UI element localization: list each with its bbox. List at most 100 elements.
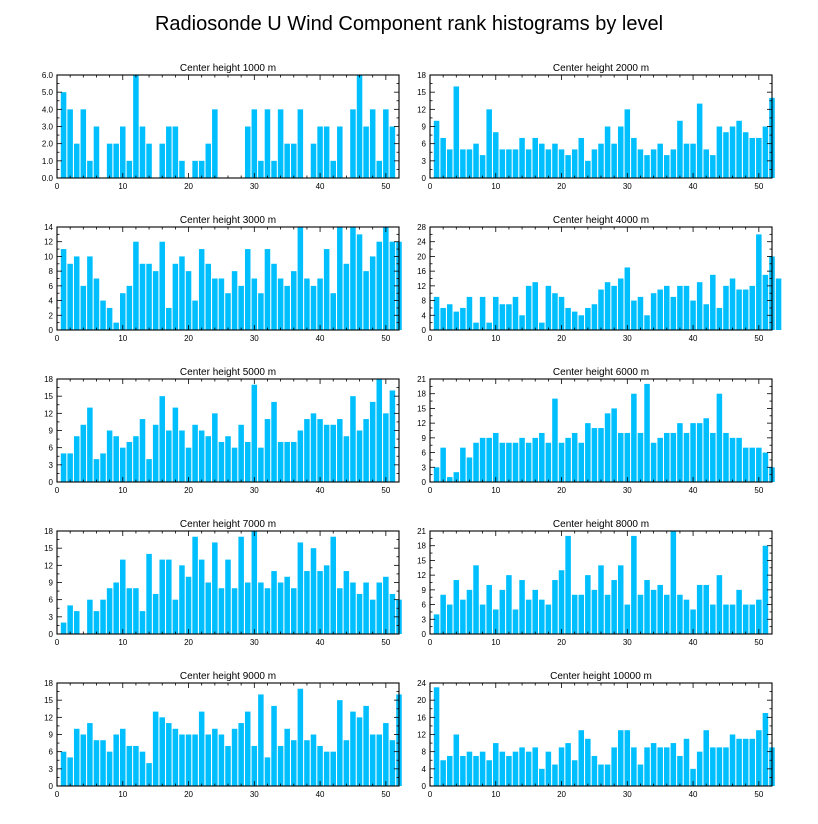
y-tick-label: 12 <box>417 105 426 114</box>
bar <box>277 278 284 330</box>
bar <box>350 396 356 482</box>
panel-1: Center height 1000 m 0 10 20 30 40 50 0.0 1.0 2.0… <box>42 63 400 191</box>
bar <box>545 751 552 786</box>
bar <box>558 570 565 634</box>
bar <box>532 437 538 482</box>
bar <box>113 143 119 178</box>
bar <box>756 137 762 178</box>
x-tick-label: 40 <box>689 182 698 191</box>
bar <box>532 747 538 787</box>
bar <box>664 432 670 482</box>
bar <box>304 571 310 634</box>
bar <box>271 160 277 178</box>
y-tick-label: 5.0 <box>42 88 54 97</box>
bar <box>473 322 479 330</box>
bar <box>506 755 512 786</box>
bar <box>264 249 271 330</box>
bar <box>756 234 762 330</box>
bar <box>192 536 198 634</box>
y-tick-label: 12 <box>417 731 426 740</box>
bar <box>120 293 126 330</box>
bar <box>723 285 729 330</box>
bar <box>657 289 663 330</box>
panel-8: Center height 8000 m 0 10 20 30 40 50 0 3 6 9 12 15 1… <box>417 519 773 647</box>
bar <box>571 594 578 634</box>
bar <box>67 453 73 482</box>
y-tick-label: 4.0 <box>42 105 54 114</box>
bar <box>198 711 205 786</box>
bar <box>657 437 663 482</box>
bar <box>323 751 330 786</box>
bar <box>277 109 284 178</box>
bar <box>185 576 192 634</box>
bar <box>100 740 106 786</box>
bar <box>729 604 736 634</box>
bar <box>729 278 736 330</box>
x-tick-label: 20 <box>184 486 193 495</box>
y-tick-label: 12 <box>44 238 53 247</box>
x-tick-label: 40 <box>689 790 698 799</box>
bar <box>499 589 506 634</box>
x-tick-label: 30 <box>623 790 632 799</box>
bar <box>493 609 499 634</box>
bar <box>225 559 231 634</box>
panel-3: Center height 3000 m 0 10 20 30 40 50 0 2 4 6 8 10 12… <box>44 215 402 343</box>
x-tick-label: 20 <box>184 790 193 799</box>
bar <box>466 149 473 178</box>
bar <box>446 604 453 634</box>
bar <box>251 531 258 634</box>
bar <box>585 423 591 482</box>
bar <box>238 536 244 634</box>
bar <box>598 565 604 634</box>
bar <box>611 580 617 634</box>
bar <box>258 694 264 786</box>
bar <box>376 241 383 330</box>
x-tick-label: 50 <box>754 334 763 343</box>
panel-6: Center height 6000 m 0 10 20 30 40 50 0 3 6 9 12 15 1… <box>417 367 775 495</box>
bar <box>591 755 598 786</box>
bar <box>383 227 389 330</box>
bar <box>343 436 350 482</box>
bar <box>631 393 637 482</box>
bar <box>356 593 363 634</box>
bar <box>323 565 330 634</box>
bar <box>350 227 356 330</box>
bar <box>192 424 198 482</box>
bar <box>383 109 389 178</box>
bar <box>100 599 106 634</box>
x-tick-label: 20 <box>184 182 193 191</box>
bar <box>710 274 716 330</box>
bar <box>363 126 369 178</box>
bar <box>683 599 690 634</box>
bar <box>363 705 369 786</box>
bar <box>539 432 545 482</box>
bar <box>284 728 290 786</box>
y-tick-label: 3 <box>422 157 427 166</box>
bar <box>433 120 440 178</box>
panel-9: Center height 9000 m 0 10 20 30 40 50 0 3 6 9 12 15 1… <box>44 671 402 799</box>
bar <box>545 285 552 330</box>
bar <box>716 126 723 178</box>
bar <box>106 588 113 634</box>
bar <box>146 763 152 786</box>
x-tick-label: 0 <box>428 638 433 647</box>
y-tick-label: 18 <box>44 375 53 384</box>
y-tick-label: 3 <box>422 615 427 624</box>
bar <box>690 423 696 482</box>
bar <box>212 109 218 178</box>
bar <box>231 588 238 634</box>
bar <box>80 734 87 786</box>
panels: Center height 1000 m0 10 20 30 40 500.01.02.0… <box>42 63 782 799</box>
bar <box>637 432 644 482</box>
bar <box>677 423 683 482</box>
bar <box>304 740 310 786</box>
bar <box>519 580 525 634</box>
bar <box>291 441 297 482</box>
bar <box>73 143 80 178</box>
y-tick-label: 0 <box>49 782 54 791</box>
bar <box>585 575 591 634</box>
bar <box>624 267 631 330</box>
bar <box>486 322 492 330</box>
bar <box>637 296 644 330</box>
bar <box>466 589 473 634</box>
